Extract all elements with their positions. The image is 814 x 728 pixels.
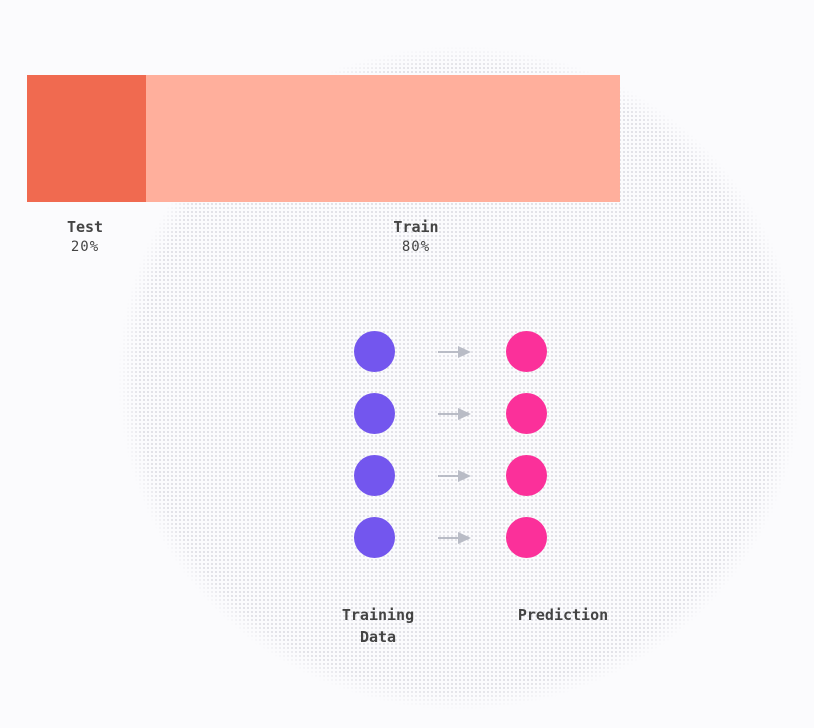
arrow-right-icon bbox=[438, 532, 471, 544]
arrow-right-icon bbox=[438, 470, 471, 482]
test-label-percent: 20% bbox=[70, 239, 100, 255]
test-label: Test 20% bbox=[45, 217, 125, 257]
prediction-caption: Prediction bbox=[517, 606, 609, 624]
train-segment bbox=[145, 75, 620, 202]
training-data-point bbox=[354, 455, 395, 496]
test-label-name: Test bbox=[66, 218, 104, 236]
prediction-point bbox=[506, 393, 547, 434]
train-label: Train 80% bbox=[376, 217, 456, 257]
training-data-point bbox=[354, 331, 395, 372]
prediction-point bbox=[506, 517, 547, 558]
train-label-name: Train bbox=[393, 218, 439, 236]
prediction-point bbox=[506, 455, 547, 496]
training-data-point bbox=[354, 517, 395, 558]
test-segment bbox=[27, 75, 146, 202]
training-data-point bbox=[354, 393, 395, 434]
training-data-caption: Training Data bbox=[341, 606, 415, 646]
arrow-right-icon bbox=[438, 408, 471, 420]
train-label-percent: 80% bbox=[401, 239, 431, 255]
train-test-split-bar bbox=[27, 75, 620, 202]
arrow-right-icon bbox=[438, 346, 471, 358]
prediction-point bbox=[506, 331, 547, 372]
